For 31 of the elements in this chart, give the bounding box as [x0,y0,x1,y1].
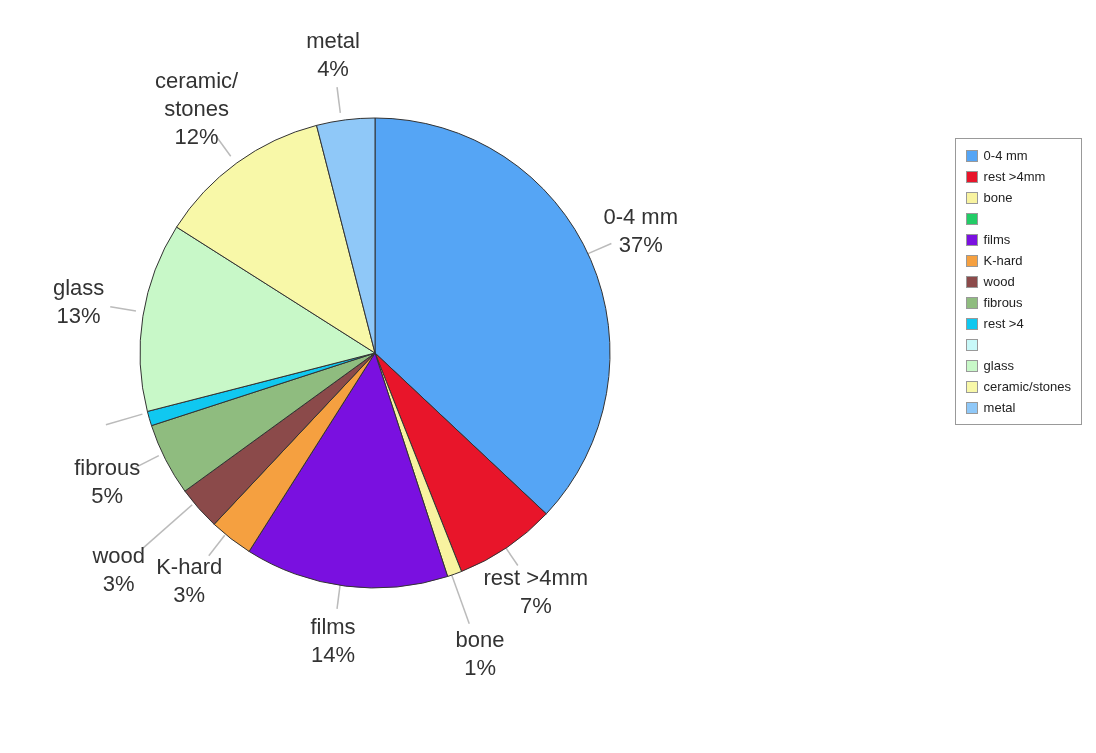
data-label: 7% [519,592,552,618]
slice-label: fibrous [74,454,141,480]
data-label: 5% [91,482,124,508]
slice-label: wood [91,542,146,568]
data-label: 14% [311,641,356,667]
legend-label: fibrous [983,293,1023,312]
slice-label: films [310,613,356,639]
slice-label: 0-4 mm [603,203,679,229]
legend-label: rest >4mm [983,167,1046,186]
data-label: 3% [102,570,135,596]
legend-label: films [983,230,1011,249]
slice-label: ceramic/stones [155,68,240,122]
data-label: 1% [464,654,496,680]
slice-label: rest >4mm [483,564,589,590]
data-label: 13% [56,302,101,328]
legend-label: bone [983,188,1013,207]
legend-label: K-hard [983,251,1023,270]
data-label: 12% [174,124,219,150]
legend-label: ceramic/stones [983,377,1071,396]
legend-label: glass [983,356,1014,375]
data-label: 3% [173,582,206,608]
data-label: 37% [618,231,663,257]
legend-label: metal [983,398,1016,417]
legend-label: rest >4 [983,314,1024,333]
slice-label: bone [455,626,505,652]
legend-label: 0-4 mm [983,146,1028,165]
slice-label: K-hard [156,554,223,580]
legend-label: wood [983,272,1015,291]
slice-label: metal [306,28,360,54]
data-label: 4% [317,56,349,82]
slice-label: glass [52,274,105,300]
